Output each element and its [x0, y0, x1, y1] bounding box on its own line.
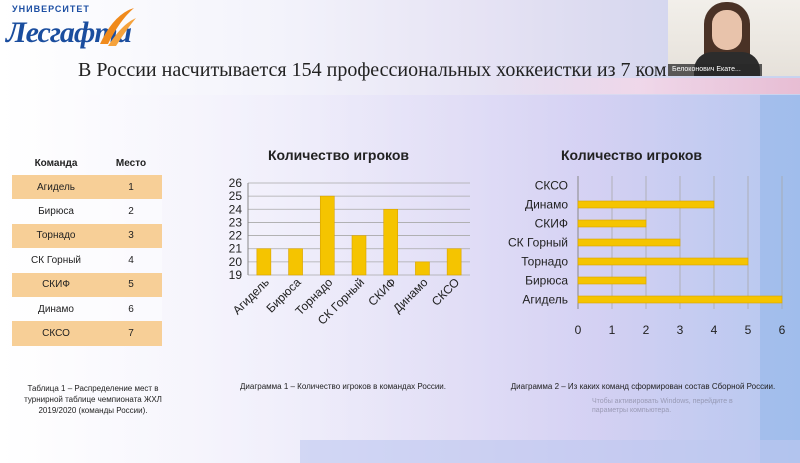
- table-cell-place: 6: [100, 296, 162, 322]
- table-header-team: Команда: [34, 157, 78, 169]
- chart2-caption: Диаграмма 2 – Из каких команд сформирова…: [510, 382, 776, 391]
- chart2-bar: [577, 200, 715, 209]
- table-cell-team: СКИФ: [12, 272, 100, 297]
- table-row: Агидель 1: [12, 175, 162, 200]
- table-cell-place: 1: [100, 175, 162, 200]
- chart1-bar: [383, 208, 399, 276]
- table-row: Торнадо 3: [12, 223, 162, 249]
- chart1-bar: [446, 248, 462, 276]
- windows-activation-watermark: Чтобы активировать Windows, перейдите в …: [592, 397, 792, 415]
- chart1-bar: [288, 248, 303, 276]
- chart2-x-tick-label: 5: [745, 323, 752, 337]
- chart1-caption: Диаграмма 1 – Количество игроков в коман…: [240, 382, 446, 391]
- chart2-title: Количество игроков: [561, 147, 703, 163]
- chart2-y-tick-label: Торнадо: [521, 255, 568, 269]
- chart2-y-tick-label: Бирюса: [525, 274, 568, 288]
- table-row: СКСО 7: [12, 321, 162, 346]
- chart2-y-tick-label: СКИФ: [535, 217, 568, 231]
- chart2-y-tick-label: СК Горный: [508, 236, 568, 250]
- table-cell-team: СК Горный: [12, 248, 100, 273]
- participant-name-tag: Белоконович Екате...: [668, 64, 762, 76]
- table-cell-team: Динамо: [12, 296, 100, 322]
- chart1-title: Количество игроков: [268, 147, 410, 163]
- chart2-x-tick-label: 1: [609, 323, 616, 337]
- logo-top-text: УНИВЕРСИТЕТ: [12, 4, 90, 14]
- table-cell-place: 2: [100, 199, 162, 224]
- chart2-y-tick-label: Агидель: [522, 293, 568, 307]
- chart2-x-tick-label: 4: [711, 323, 718, 337]
- table-caption-line: турнирной таблице чемпионата ЖХЛ: [24, 395, 162, 404]
- chart2-bar: [577, 276, 647, 285]
- header-divider-strip: [0, 78, 800, 94]
- chart1-y-tick-label: 23: [229, 215, 243, 229]
- slide-title: В России насчитывается 154 профессиональ…: [78, 59, 667, 81]
- table-row: СКИФ 5: [12, 272, 162, 297]
- chart1-bar: [351, 235, 367, 276]
- chart1-y-tick-label: 21: [229, 242, 243, 256]
- chart1-y-tick-label: 20: [229, 255, 243, 269]
- table-row: Бирюса 2: [12, 199, 162, 224]
- chart2-x-tick-label: 3: [677, 323, 684, 337]
- chart1-bar: [319, 195, 335, 276]
- watermark-line: параметры компьютера.: [592, 407, 672, 414]
- chart1-bar: [415, 261, 430, 276]
- chart2-x-tick-label: 6: [779, 323, 786, 337]
- table-cell-place: 5: [100, 272, 162, 297]
- table-cell-place: 7: [100, 321, 162, 346]
- table-cell-team: Торнадо: [12, 223, 100, 249]
- chart2-bar: [577, 238, 681, 247]
- table-cell-team: Агидель: [12, 175, 100, 200]
- chart2-y-tick-label: СКСО: [535, 179, 568, 193]
- chart2-x-tick-label: 0: [575, 323, 582, 337]
- chart1-y-tick-label: 22: [229, 229, 243, 243]
- chart2-x-tick-label: 2: [643, 323, 650, 337]
- table-row: Динамо 6: [12, 296, 162, 322]
- bottom-decor-band: [300, 440, 800, 463]
- watermark-line: Чтобы активировать Windows, перейдите в: [592, 398, 733, 405]
- table-cell-team: Бирюса: [12, 199, 100, 224]
- participant-video[interactable]: [668, 0, 800, 76]
- table-header-place: Место: [115, 157, 147, 169]
- table-caption-line: 2019/2020 (команды России).: [38, 406, 148, 415]
- places-table: Команда Место Агидель 1 Бирюса 2 Торнадо 3 …: [12, 151, 162, 346]
- chart1-y-tick-label: 25: [229, 189, 243, 203]
- chart1-bar: [256, 248, 272, 276]
- right-decor-band: [760, 95, 800, 463]
- chart2-bar: [577, 257, 749, 266]
- table-caption: Таблица 1 – Распределение мест в турнирн…: [8, 383, 178, 416]
- table-cell-team: СКСО: [12, 321, 100, 346]
- chart1-y-tick-label: 24: [229, 202, 243, 216]
- table-row: СК Горный 4: [12, 248, 162, 273]
- university-logo: УНИВЕРСИТЕТ Лесгафта: [6, 4, 136, 52]
- table-cell-place: 3: [100, 223, 162, 249]
- table-caption-line: Таблица 1 – Распределение мест в: [27, 384, 159, 393]
- table-cell-place: 4: [100, 248, 162, 273]
- chart2-bar: [577, 219, 647, 228]
- chart2-y-tick-label: Динамо: [525, 198, 568, 212]
- chart2-bar: [577, 295, 783, 304]
- logo-swoosh-icon: [100, 8, 136, 46]
- chart1-y-tick-label: 26: [229, 176, 243, 190]
- chart1-y-tick-label: 19: [229, 268, 243, 282]
